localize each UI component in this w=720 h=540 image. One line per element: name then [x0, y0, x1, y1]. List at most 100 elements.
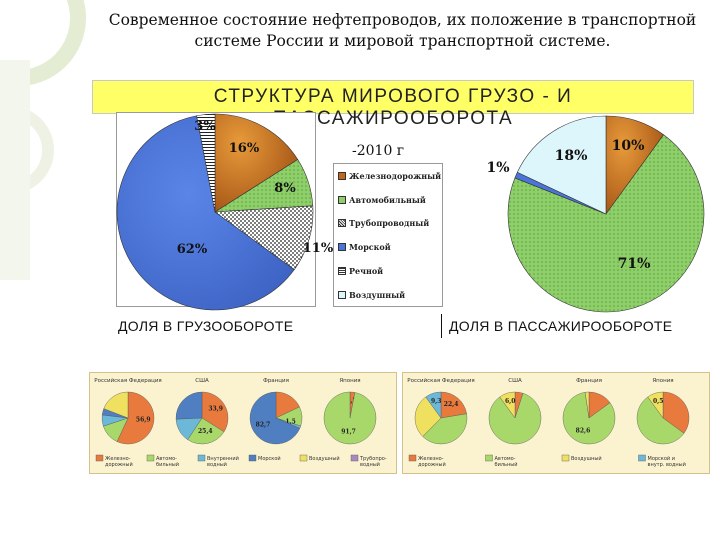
- country-pie: 0,7 91,7: [323, 391, 377, 445]
- pie-data-label: 22,4: [444, 401, 459, 408]
- pie-data-label: 82,7: [256, 422, 271, 429]
- country-title: Франция: [576, 378, 602, 384]
- pie-slice: [187, 417, 225, 445]
- panel-legend-swatch: [350, 454, 359, 462]
- country-title: Япония: [339, 378, 360, 384]
- pie-slice: [425, 391, 442, 419]
- pie-slice: [647, 391, 664, 419]
- passenger-caption: ДОЛЯ В ПАССАЖИРООБОРОТЕ: [449, 318, 673, 334]
- pie-slice: [214, 113, 299, 213]
- pie-data-label: 82,6: [576, 427, 591, 434]
- country-cargo-panel: Российская Федерация 56,9 США 33,9 25,4 Франц…: [89, 372, 397, 474]
- country-title: Российская Федерация: [94, 377, 161, 384]
- pie-slice: [249, 391, 301, 445]
- country-pie: 82,6: [562, 391, 616, 445]
- pie-data-label: 1,5: [285, 419, 295, 426]
- panel-legend-swatch: [197, 454, 206, 462]
- pie-slice: [323, 391, 377, 445]
- legend-item-sea: Морской: [338, 242, 391, 252]
- panel-legend-label: Железно-: [105, 456, 131, 462]
- panel-legend-label: Воздушный: [571, 455, 602, 462]
- panel-legend-label: Морской и: [648, 455, 675, 462]
- panel-legend-label: Воздушный: [309, 455, 340, 462]
- panel-legend-label: Трубопро-: [359, 456, 387, 462]
- pie-data-label: 3%: [194, 119, 216, 134]
- panel-legend-swatch: [561, 454, 570, 462]
- country-title: США: [195, 378, 209, 384]
- panel-legend-swatch: [95, 454, 104, 462]
- legend-item-road: Автомобильный: [338, 195, 426, 205]
- pie-slice: [562, 392, 616, 445]
- pie-data-label: 0,7: [346, 397, 356, 404]
- pie-data-label: 91,7: [341, 429, 356, 436]
- panel-legend-swatch: [146, 454, 155, 462]
- panel-legend-swatch: [299, 454, 308, 462]
- pie-data-label: 9,3: [431, 398, 441, 405]
- panel-legend-swatch: [248, 454, 257, 462]
- panel-legend-label: Железно-: [418, 456, 444, 462]
- legend-swatch: [338, 243, 346, 251]
- legend-item-pipeline: Трубопроводный: [338, 218, 429, 228]
- pie-data-label: 10%: [612, 138, 645, 154]
- decorative-corner-background: [0, 0, 86, 280]
- country-cargo-pies: Российская Федерация 56,9 США 33,9 25,4 Франц…: [94, 377, 387, 468]
- pie-data-label: 6,0: [505, 398, 515, 405]
- pie-slice: [636, 396, 685, 445]
- pie-slice: [488, 393, 542, 445]
- country-pie: 0,5: [636, 391, 690, 445]
- pie-data-label: 11%: [303, 241, 334, 256]
- legend-item-river: Речной: [338, 266, 383, 276]
- panel-legend-swatch: [638, 454, 646, 462]
- panel-legend-label: Внутренний: [207, 455, 239, 462]
- panel-legend-label: дорожный: [105, 461, 133, 468]
- pie-data-label: 8%: [274, 181, 296, 196]
- pie-data-label: 18%: [555, 148, 588, 164]
- country-passenger-pies: Российская Федерация 22,49,3 США 6,0 Франция…: [407, 377, 690, 468]
- legend-swatch: [338, 196, 346, 204]
- pie-data-label: 16%: [229, 141, 260, 156]
- legend-label: Морской: [349, 242, 391, 252]
- chart-banner: СТРУКТУРА МИРОВОГО ГРУЗО - И ПАССАЖИРООБ…: [92, 80, 694, 129]
- legend-swatch: [338, 267, 346, 275]
- country-title: США: [508, 378, 522, 384]
- legend-box: [333, 163, 443, 307]
- pie-slice: [507, 134, 705, 313]
- slide-title: Современное состояние нефтепроводов, их …: [108, 11, 697, 50]
- panel-legend-label: бильный: [495, 461, 518, 468]
- pie-slice: [214, 205, 314, 271]
- legend-swatch: [338, 291, 346, 299]
- country-pie: 22,49,3: [414, 391, 468, 445]
- legend-item-rail: Железнодорожный: [338, 171, 441, 181]
- panel-legend-label: внутр. водный: [648, 461, 686, 468]
- pie-slice: [499, 391, 516, 419]
- panel-legend-label: Автомо-: [156, 456, 177, 462]
- country-title: Российская Федерация: [407, 377, 474, 384]
- pie-slice: [103, 391, 129, 419]
- pie-slice: [440, 391, 467, 419]
- legend-item-air: Воздушный: [338, 290, 405, 300]
- panel-legend-label: Морской: [258, 455, 281, 462]
- country-title: Япония: [652, 378, 673, 384]
- pie-data-label: 56,9: [136, 416, 151, 423]
- pie-slice: [584, 391, 590, 419]
- pie-slice: [414, 396, 442, 437]
- legend-label: Железнодорожный: [349, 171, 442, 181]
- pie-data-label: 71%: [618, 256, 651, 272]
- legend-swatch: [338, 219, 346, 227]
- pie-data-label: 1%: [486, 160, 509, 176]
- legend-label: Трубопроводный: [349, 218, 430, 228]
- chart-subtitle: -2010 г: [352, 143, 405, 159]
- pie-data-label: 33,9: [208, 405, 223, 412]
- panel-legend-swatch: [485, 454, 493, 462]
- passenger-pie: 10% 71% 1% 18%: [486, 115, 705, 313]
- country-pie: 56,9: [101, 391, 155, 445]
- pie-slice: [175, 391, 203, 420]
- country-title: Франция: [263, 378, 289, 384]
- pie-slice: [422, 413, 468, 445]
- panel-legend-swatch: [408, 454, 417, 462]
- country-passenger-panel: Российская Федерация 22,4 9,3 США 6,0 Франция…: [402, 372, 710, 474]
- legend-label: Речной: [349, 266, 384, 276]
- legend-label: Воздушный: [349, 290, 406, 300]
- banner-text: СТРУКТУРА МИРОВОГО ГРУЗО - И ПАССАЖИРООБ…: [213, 86, 573, 129]
